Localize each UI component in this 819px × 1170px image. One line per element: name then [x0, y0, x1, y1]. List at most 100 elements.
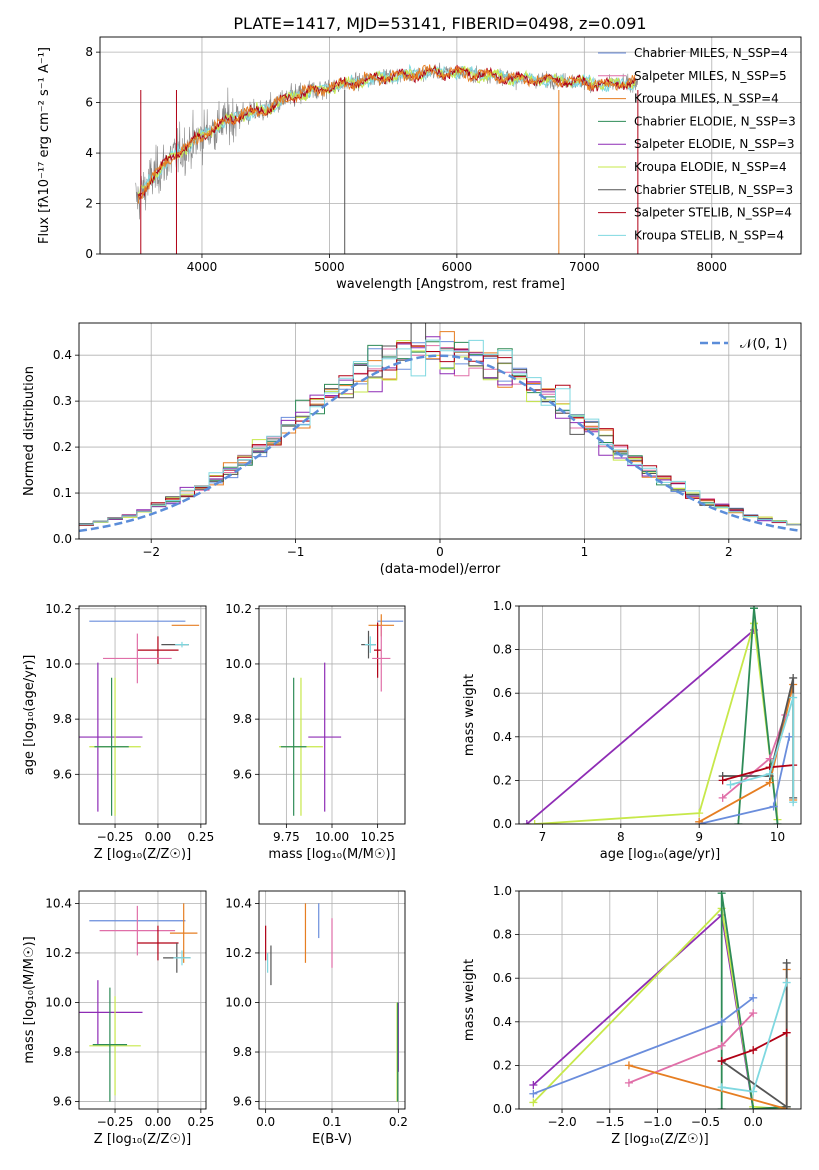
y-tick-label: 0.1	[53, 486, 72, 500]
y-tick-label: 10.0	[45, 995, 72, 1009]
x-tick-label: 0	[436, 545, 444, 559]
y-tick-label: 10.0	[225, 995, 252, 1009]
weight-point-kroupa-stelib	[717, 1083, 726, 1092]
weight-point-salpeter-stelib	[717, 1057, 726, 1066]
x-tick-label: 10.00	[315, 830, 349, 844]
weight-line-kroupa-stelib	[730, 697, 795, 803]
x-axis-label: wavelength [Angstrom, rest frame]	[336, 277, 565, 292]
x-tick-label: 0.0	[256, 1115, 275, 1129]
y-tick-label: 0.8	[493, 643, 512, 657]
y-tick-label: 9.6	[53, 1095, 72, 1109]
plot-area	[79, 620, 200, 816]
y-tick-label: 9.8	[53, 1045, 72, 1059]
y-tick-label: 0.2	[493, 1058, 512, 1072]
y-tick-label: 0.4	[493, 1015, 512, 1029]
y-tick-label: 9.8	[233, 1045, 252, 1059]
weight-point-kroupa-elodie	[695, 809, 704, 818]
figure-title: PLATE=1417, MJD=53141, FIBERID=0498, z=0…	[233, 14, 646, 33]
normal-curve	[79, 354, 801, 533]
y-axis-label: age [log₁₀(age/yr)]	[22, 655, 37, 776]
weight-point-salpeter-elodie	[529, 1081, 538, 1090]
weight-point-kroupa-stelib	[749, 1087, 758, 1096]
weight-point-chabrier-miles	[529, 1089, 538, 1098]
weight-point-kroupa-elodie	[750, 619, 758, 628]
x-tick-label: 4000	[187, 260, 218, 274]
y-tick-label: 9.8	[53, 712, 72, 726]
y-tick-label: 9.6	[233, 1095, 252, 1109]
plot-area	[279, 614, 404, 816]
x-tick-label: 10	[770, 830, 785, 844]
x-tick-label: 5000	[314, 260, 345, 274]
y-tick-label: 10.2	[225, 602, 252, 616]
weight-point-chabrier-elodie	[717, 891, 726, 898]
weight-line-salpeter-elodie	[526, 629, 755, 824]
x-tick-label: 0.1	[322, 1115, 341, 1129]
x-tick-label: −2.0	[547, 1115, 576, 1129]
weight-point-kroupa-miles	[695, 817, 704, 824]
mass-weight-vs-metallicity-panel: −2.0 −1.5 −1.0 −0.5 0.0 0.0 0.2 0.4 0.6 0.8 1.0 Z […	[462, 884, 802, 1147]
y-tick-label: 10.4	[225, 896, 252, 910]
x-tick-label: −1	[287, 545, 305, 559]
x-tick-label: 1	[581, 545, 589, 559]
legend-label: Kroupa MILES, N_SSP=4	[634, 92, 779, 106]
legend-label: Salpeter STELIB, N_SSP=4	[634, 206, 792, 220]
axes-frame	[258, 890, 406, 1110]
y-axis-label: mass weight	[462, 674, 477, 756]
x-tick-label: 10.25	[360, 830, 394, 844]
x-tick-label: 7	[539, 830, 547, 844]
x-tick-label: 9.75	[273, 830, 300, 844]
x-tick-label: 0.0	[744, 1115, 763, 1129]
y-axis-label: Normed distribution	[22, 366, 37, 496]
y-tick-label: 1.0	[493, 599, 512, 613]
legend-label: Kroupa STELIB, N_SSP=4	[634, 228, 784, 242]
spectrum-panel: 4000 5000 6000 7000 8000 0 2 4 6 8 wavelength [Ang…	[37, 36, 802, 292]
x-tick-label: 0.25	[187, 830, 214, 844]
x-tick-label: 6000	[442, 260, 473, 274]
x-tick-label: −0.25	[97, 1115, 134, 1129]
histogram-salpeter-stelib	[79, 342, 801, 526]
weight-point-chabrier-elodie	[773, 820, 782, 824]
axes-frame	[99, 36, 802, 255]
y-tick-label: 1.0	[493, 884, 512, 898]
x-tick-label: 8	[617, 830, 625, 844]
axes-frame	[78, 605, 207, 825]
legend-label: Salpeter MILES, N_SSP=5	[634, 69, 787, 83]
axes-frame	[78, 890, 207, 1110]
x-axis-label: E(B-V)	[312, 1132, 352, 1147]
weight-point-chabrier-elodie	[749, 1105, 758, 1109]
x-tick-label: −0.25	[97, 830, 134, 844]
axes-frame	[518, 605, 802, 825]
y-tick-label: 0.0	[53, 532, 72, 546]
weight-point-kroupa-stelib	[789, 798, 798, 807]
y-tick-label: 8	[85, 45, 93, 59]
y-axis-label: Flux [fλ10⁻¹⁷ erg cm⁻² s⁻¹ A⁻¹]	[37, 47, 52, 244]
plot-area	[529, 891, 791, 1109]
model-spectrum-kroupa-miles	[137, 64, 636, 204]
weight-point-salpeter-stelib	[749, 1046, 758, 1055]
weight-point-chabrier-miles	[717, 1017, 726, 1026]
weight-point-salpeter-miles	[749, 1009, 758, 1018]
weight-point-kroupa-stelib	[765, 769, 774, 778]
x-tick-label: −1.0	[643, 1115, 672, 1129]
legend-label: Salpeter ELODIE, N_SSP=3	[634, 137, 795, 151]
weight-point-kroupa-elodie	[530, 820, 539, 824]
weight-point-salpeter-stelib	[782, 1028, 791, 1037]
weight-point-kroupa-stelib	[726, 780, 735, 789]
y-tick-label: 0.2	[493, 773, 512, 787]
weight-point-salpeter-elodie	[522, 820, 531, 824]
weight-point-chabrier-elodie	[734, 820, 743, 824]
plot-area	[79, 323, 801, 533]
y-tick-label: 6	[85, 96, 93, 110]
legend-label: 𝒩(0, 1)	[740, 337, 787, 352]
y-tick-label: 0.4	[53, 348, 72, 362]
weight-point-salpeter-miles	[717, 1041, 726, 1050]
x-axis-label: Z [log₁₀(Z/Z☉)]	[94, 847, 191, 862]
legend-label: Kroupa ELODIE, N_SSP=4	[634, 160, 787, 174]
axes-frame	[518, 890, 802, 1110]
y-tick-label: 9.6	[53, 767, 72, 781]
y-tick-label: 0.6	[493, 686, 512, 700]
weight-point-salpeter-miles	[765, 754, 774, 763]
x-tick-label: 8000	[697, 260, 728, 274]
axes-frame	[78, 322, 802, 540]
